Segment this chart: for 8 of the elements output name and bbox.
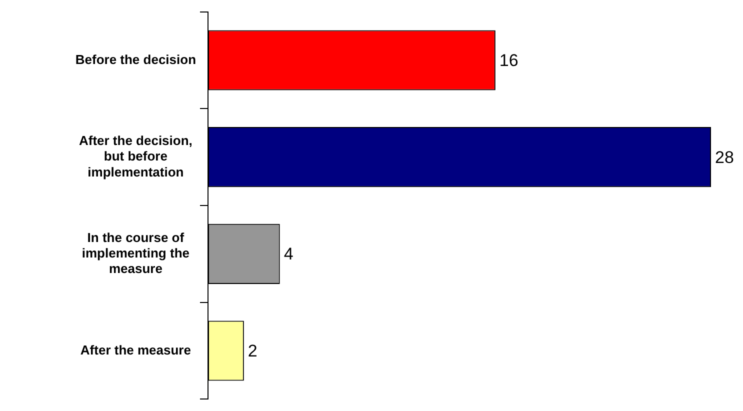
data-label: 28 (715, 148, 734, 167)
y-tick-label: Before the decision (75, 52, 196, 67)
data-label: 2 (248, 341, 258, 360)
data-label: 4 (284, 244, 294, 264)
data-label: 16 (499, 50, 518, 70)
y-tick-label: After the measure (80, 342, 191, 358)
y-tick-label: In the course of implementing the measure (82, 230, 190, 276)
y-tick-label: After the decision, but before implementation (78, 133, 192, 180)
